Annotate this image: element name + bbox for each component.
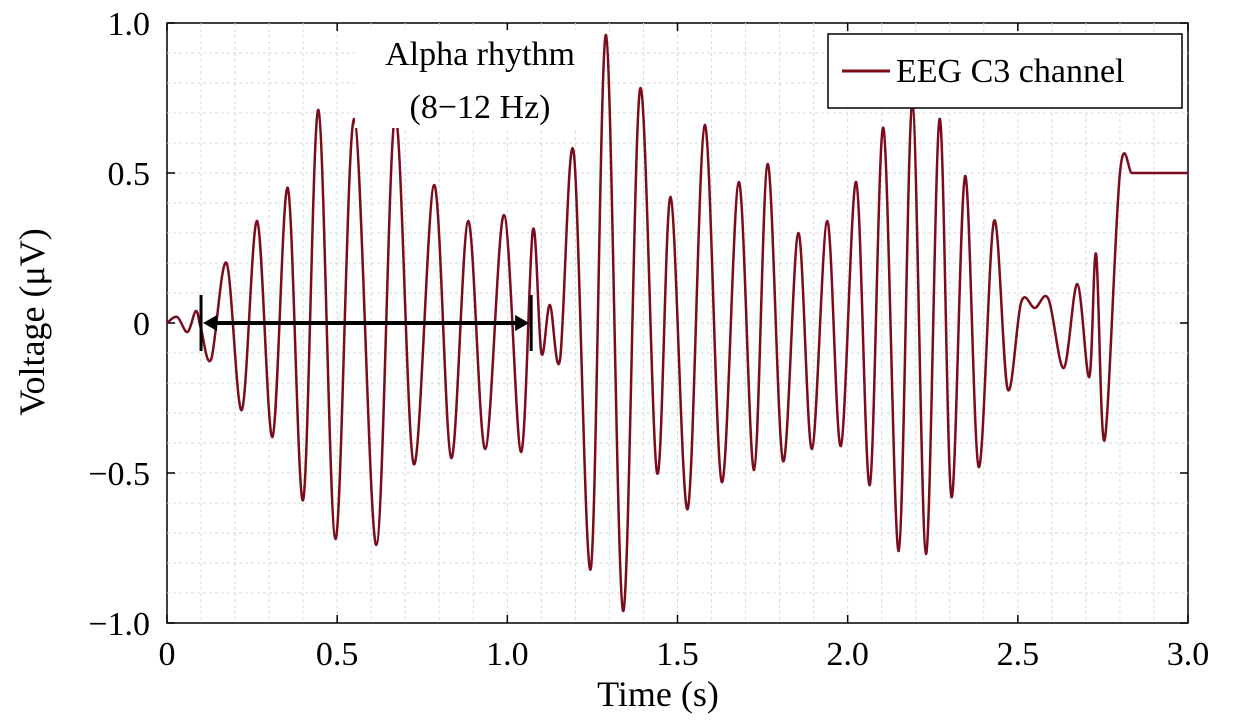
y-tick-label: 1.0 (108, 6, 151, 43)
arrow-head-right (515, 315, 530, 331)
x-tick-label: 1.5 (656, 636, 699, 673)
y-tick-label: 0 (133, 306, 150, 343)
y-tick-label: −1.0 (88, 606, 150, 643)
arrow-head-left (203, 315, 218, 331)
annotation-line-1: Alpha rhythm (385, 36, 575, 73)
x-axis-title: Time (s) (597, 674, 719, 714)
y-tick-label: −0.5 (88, 456, 150, 493)
x-tick-label: 0 (159, 636, 176, 673)
series-layer (166, 33, 1188, 613)
annotation-background (355, 30, 595, 128)
annotation-layer: Alpha rhythm (8−12 Hz) (199, 30, 595, 351)
series-line-eeg-c3 (166, 33, 1188, 613)
legend-label: EEG C3 channel (896, 53, 1125, 90)
annotation-line-2: (8−12 Hz) (410, 89, 551, 126)
y-tick-label: 0.5 (108, 156, 151, 193)
y-axis-title: Voltage (μV) (12, 228, 52, 416)
x-tick-label: 2.0 (826, 636, 869, 673)
x-tick-label: 1.0 (486, 636, 529, 673)
x-tick-label: 3.0 (1167, 636, 1210, 673)
x-tick-label: 2.5 (997, 636, 1040, 673)
x-tick-label: 0.5 (316, 636, 359, 673)
ticks: 0 0.5 1.0 1.5 2.0 2.5 3.0 1.0 0.5 0 −0.5 −1.0 (88, 6, 1209, 673)
legend: EEG C3 channel (827, 33, 1183, 109)
